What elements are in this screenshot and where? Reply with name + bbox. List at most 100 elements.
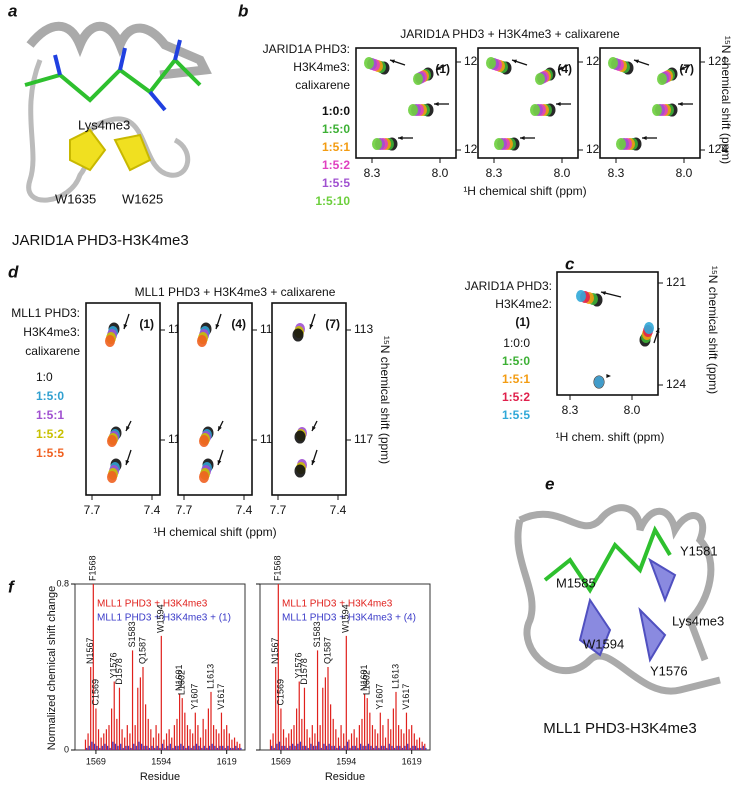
bar (214, 745, 216, 750)
bar (97, 729, 100, 750)
x-tick-label: 8.0 (432, 166, 449, 180)
bar (358, 725, 360, 750)
bar (240, 747, 242, 750)
bar (176, 718, 178, 750)
bar (316, 650, 319, 750)
spectrum-box (556, 271, 659, 396)
legend-title: MLL1 PHD3: (11, 306, 80, 320)
bar (416, 739, 418, 750)
bar (171, 737, 173, 750)
bar (120, 743, 122, 750)
x-tick-label: 1619 (402, 756, 422, 766)
bar (333, 745, 336, 750)
residue-label: L1602 (362, 670, 372, 695)
bar (233, 737, 236, 750)
bar (424, 743, 426, 750)
legend-entry: 1:5:0 (36, 389, 64, 403)
legend-entry: 1:5:0 (502, 354, 530, 368)
peak (408, 104, 418, 116)
panel-title: JARID1A PHD3 + H3K4me3 + calixarene (400, 27, 620, 41)
bar (276, 743, 278, 750)
bar (174, 745, 177, 750)
annotation: Lys4me3 (78, 117, 130, 132)
bar (181, 698, 183, 750)
bar (108, 725, 110, 750)
legend-entry: MLL1 PHD3 + H3K4me3 (282, 599, 393, 610)
bar (379, 712, 381, 750)
x-tick-label: 7.7 (176, 503, 193, 517)
legend-entry: 1:5:5 (322, 176, 350, 190)
bar (189, 729, 191, 750)
residue-label: N1601 (174, 664, 184, 691)
annotation: Y1576 (650, 663, 688, 678)
bar (184, 712, 186, 750)
bar (314, 733, 316, 750)
bar (278, 741, 281, 750)
annotation: W1635 (55, 191, 96, 206)
bar (359, 743, 362, 750)
bar (403, 733, 405, 750)
bar (207, 708, 209, 750)
bar (239, 743, 241, 750)
bar (282, 729, 285, 750)
bar (219, 745, 221, 750)
residue-label: Y1607 (375, 684, 385, 710)
bar (375, 745, 377, 750)
bar (345, 635, 347, 750)
bar (405, 712, 408, 750)
bar (215, 729, 217, 750)
bar (161, 743, 164, 750)
x-tick-label: 7.4 (144, 503, 161, 517)
bar (382, 725, 384, 750)
arrow-head (218, 426, 222, 431)
bar (395, 691, 397, 750)
bar (169, 743, 171, 750)
y-axis-label: Normalized chemical shift change (46, 586, 58, 750)
bar (173, 725, 175, 750)
bar (91, 741, 93, 750)
arrow-head (556, 102, 561, 106)
bar (337, 737, 340, 750)
bar (154, 747, 156, 750)
bar (223, 729, 225, 750)
bar (164, 747, 166, 750)
bar (190, 747, 192, 750)
bar (361, 718, 363, 750)
bar (281, 745, 283, 750)
arrow-head (217, 460, 222, 465)
bar (229, 747, 232, 750)
bar (315, 745, 317, 750)
x-axis-label: ¹H chemical shift (ppm) (463, 184, 586, 198)
x-tick-label: 8.3 (364, 166, 381, 180)
bar (404, 745, 406, 750)
bar (197, 725, 199, 750)
bar (185, 747, 187, 750)
bar (148, 747, 151, 750)
bar (399, 745, 401, 750)
bar (232, 747, 234, 750)
legend-title: H3K4me3: (293, 60, 350, 74)
peak (105, 335, 115, 347)
legend-title: calixarene (295, 78, 350, 92)
residue-label: L1613 (390, 664, 400, 689)
spectrum-label: (7) (325, 317, 340, 331)
arrow-head (601, 291, 606, 296)
bar (201, 747, 203, 750)
arrow-head (390, 59, 395, 64)
bar (117, 745, 119, 750)
bar (391, 745, 393, 750)
y-tick-label: 113 (354, 322, 373, 336)
legend-entry: 1:5:1 (502, 372, 530, 386)
bar (343, 733, 345, 750)
caption: MLL1 PHD3-H3K4me3 (543, 720, 696, 737)
bar (306, 729, 308, 750)
bar (390, 729, 392, 750)
bar (344, 745, 346, 750)
residue-label: Y1607 (190, 684, 200, 710)
bar (417, 747, 419, 750)
panel-label: e (545, 474, 554, 493)
bar (182, 745, 185, 750)
bar (126, 725, 128, 750)
bar (380, 745, 383, 750)
bar (150, 729, 152, 750)
